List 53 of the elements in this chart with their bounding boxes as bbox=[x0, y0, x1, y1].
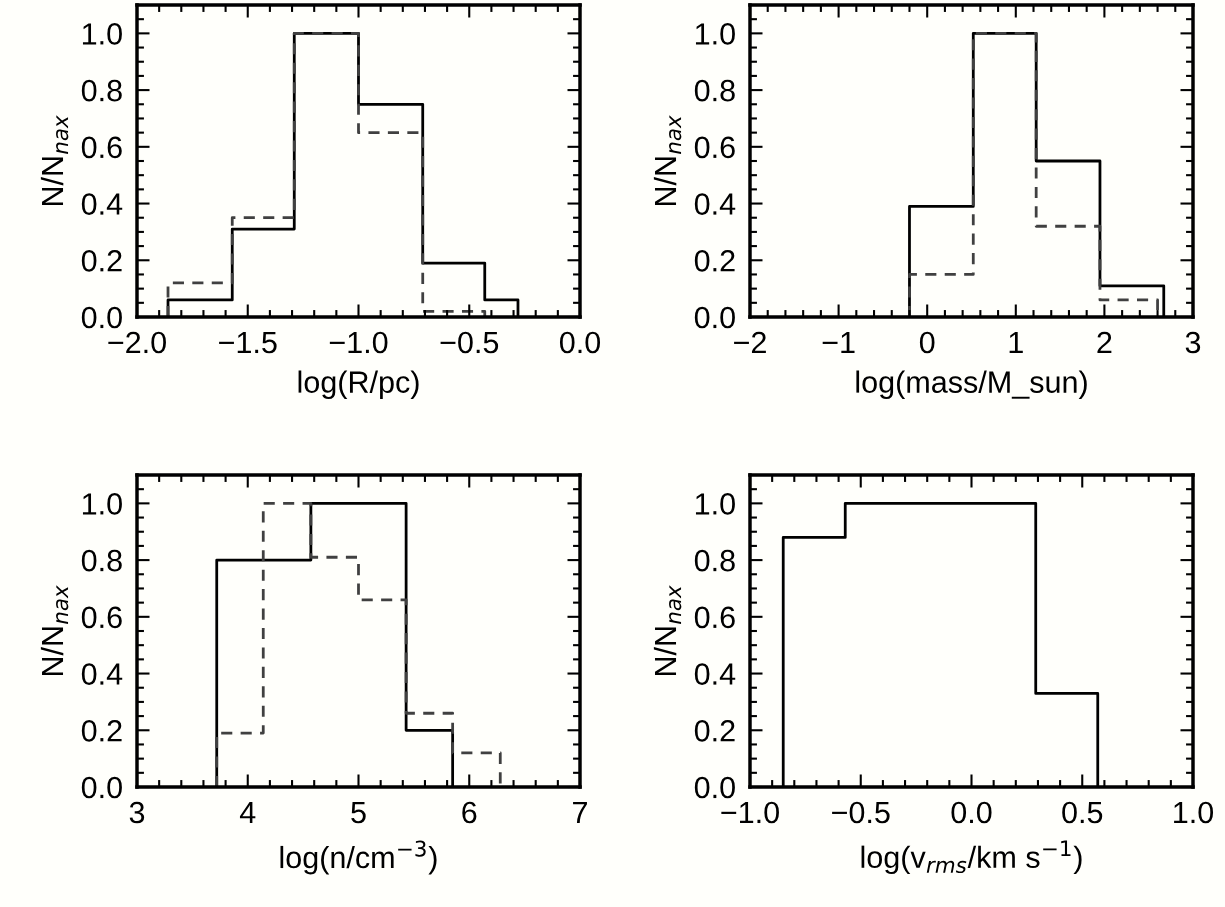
x-tick-label: 5 bbox=[351, 802, 366, 824]
y-tick-label: 1.0 bbox=[82, 493, 122, 515]
y-axis-title: N/N$_{nax}$ bbox=[40, 585, 69, 676]
x-tick-label: 0.0 bbox=[951, 801, 992, 824]
y-tick-label: 0.6 bbox=[81, 606, 122, 629]
x-tick-label: 0.5 bbox=[1062, 801, 1103, 824]
x-axis-title: log(v$_{rms}$/km s$^{−1}$) bbox=[861, 840, 1082, 875]
y-tick-label: 0.0 bbox=[694, 776, 735, 799]
y-tick-label: 1.0 bbox=[695, 23, 735, 45]
x-tick-label: 6 bbox=[462, 801, 477, 824]
x-tick-label: −1 bbox=[822, 332, 855, 354]
y-tick-label: 0.8 bbox=[81, 549, 122, 572]
y-tick-label: 0.4 bbox=[81, 193, 123, 215]
y-tick-label: 1.0 bbox=[695, 493, 735, 515]
x-tick-label: −2 bbox=[734, 331, 766, 354]
y-tick-label: 0.8 bbox=[694, 549, 735, 572]
y-axis-title: N/N$_{nax}$ bbox=[40, 115, 69, 206]
x-tick-label: 0 bbox=[919, 331, 935, 354]
x-tick-label: −1.0 bbox=[721, 801, 779, 824]
x-tick-label: 0.0 bbox=[559, 331, 601, 354]
x-tick-label: −1.5 bbox=[219, 332, 277, 354]
x-tick-label: 7 bbox=[573, 802, 587, 824]
y-tick-label: 0.2 bbox=[694, 250, 735, 272]
y-tick-label: 1.0 bbox=[82, 23, 122, 45]
y-tick-label: 0.0 bbox=[81, 776, 122, 799]
y-tick-label: 0.6 bbox=[81, 136, 122, 159]
x-tick-label: 2 bbox=[1097, 331, 1112, 354]
y-tick-label: 0.8 bbox=[81, 79, 122, 102]
x-tick-label: 1.0 bbox=[1174, 801, 1214, 824]
x-tick-label: −0.5 bbox=[832, 801, 890, 824]
x-tick-label: −1.0 bbox=[329, 331, 388, 354]
x-tick-label: −2.0 bbox=[108, 331, 166, 354]
y-tick-label: 0.6 bbox=[694, 606, 735, 629]
y-tick-label: 0.0 bbox=[694, 306, 735, 329]
y-tick-label: 0.4 bbox=[694, 193, 736, 215]
x-tick-label: −0.5 bbox=[440, 331, 499, 354]
x-axis-title: log(mass/M_sun) bbox=[856, 370, 1087, 399]
y-tick-label: 0.0 bbox=[81, 306, 122, 329]
y-tick-label: 0.2 bbox=[694, 720, 735, 742]
y-tick-label: 0.8 bbox=[694, 79, 735, 102]
x-tick-label: 4 bbox=[239, 802, 256, 824]
y-tick-label: 0.6 bbox=[694, 136, 735, 159]
x-tick-label: 1 bbox=[1009, 332, 1023, 354]
y-tick-label: 0.2 bbox=[81, 250, 122, 272]
x-tick-label: 3 bbox=[1185, 331, 1201, 354]
y-axis-title: N/N$_{nax}$ bbox=[653, 585, 682, 676]
x-tick-label: 3 bbox=[129, 801, 145, 824]
y-tick-label: 0.4 bbox=[81, 663, 123, 685]
x-axis-title: log(R/pc) bbox=[298, 370, 419, 399]
y-tick-label: 0.4 bbox=[694, 663, 736, 685]
x-axis-title: log(n/cm$^{−3}$) bbox=[280, 840, 437, 875]
y-axis-title: N/N$_{nax}$ bbox=[653, 115, 682, 206]
y-tick-label: 0.2 bbox=[81, 720, 122, 742]
